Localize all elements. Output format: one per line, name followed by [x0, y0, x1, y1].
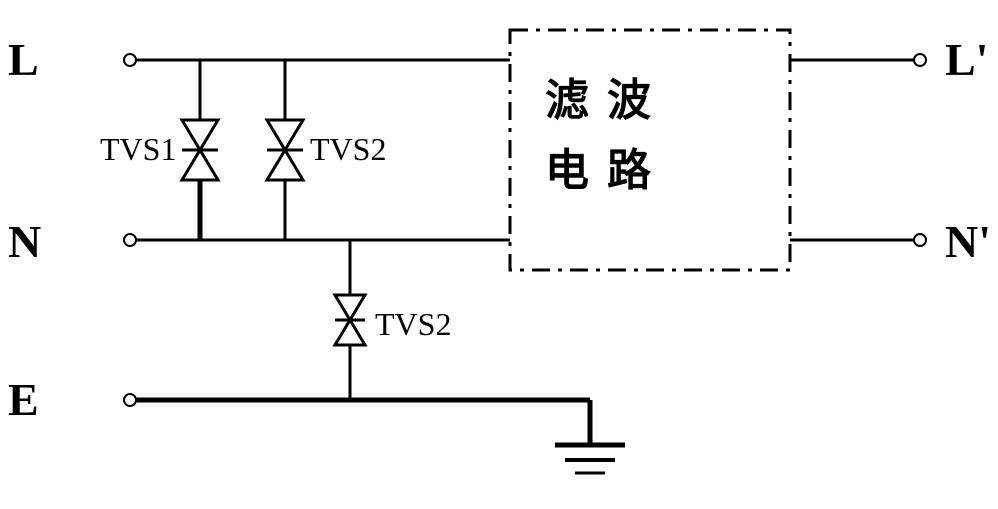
label-Np: N': [945, 216, 991, 267]
label-tvs1: TVS1: [100, 131, 176, 167]
component-tvs1: [182, 60, 218, 240]
label-Lp: L': [945, 34, 988, 85]
box-text-2: 电路: [545, 146, 669, 195]
label-L: L: [8, 34, 39, 85]
label-tvs2-bot: TVS2: [375, 306, 451, 342]
terminal-Np: [914, 234, 926, 246]
ground-symbol: [555, 400, 625, 473]
label-E: E: [8, 374, 39, 425]
terminal-E: [124, 394, 136, 406]
terminal-L: [124, 54, 136, 66]
label-tvs2-top: TVS2: [310, 131, 386, 167]
terminal-Lp: [914, 54, 926, 66]
circuit-diagram: L N E L' N' TVS1 TVS2 TVS2 滤波 电路: [0, 0, 998, 509]
component-tvs2-top: [267, 60, 303, 240]
terminal-N: [124, 234, 136, 246]
component-tvs2-bottom: [335, 240, 365, 400]
label-N: N: [8, 216, 41, 267]
box-text-1: 滤波: [545, 76, 669, 125]
